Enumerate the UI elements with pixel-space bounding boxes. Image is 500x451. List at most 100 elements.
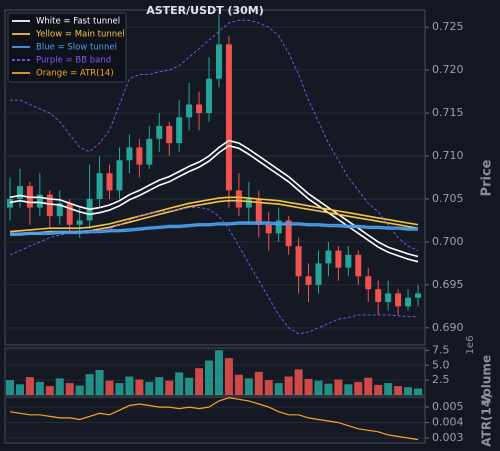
overlay-line: [9, 139, 419, 258]
volume-bar: [75, 385, 84, 395]
volume-bar: [45, 386, 54, 395]
y-tick-label: 2.5: [432, 373, 450, 386]
candle-body: [395, 293, 402, 307]
volume-bar: [334, 379, 343, 395]
y-tick-label: 0.004: [432, 416, 464, 429]
atr-axis-label: ATR(14): [480, 393, 494, 446]
candle-body: [285, 220, 292, 247]
volume-bar: [344, 384, 353, 395]
candle-body: [275, 220, 282, 234]
candle-body: [325, 250, 332, 264]
candle-body: [136, 147, 143, 165]
volume-bar: [214, 350, 223, 395]
volume-bar: [85, 374, 94, 395]
volume-bar: [374, 384, 383, 395]
candle-body: [156, 125, 163, 139]
candle-body: [186, 104, 193, 118]
volume-bar: [35, 381, 44, 395]
volume-bar: [394, 386, 403, 395]
volume-bar: [264, 380, 273, 395]
y-tick-label: 0.003: [432, 431, 464, 444]
volume-bar: [55, 378, 64, 395]
legend-label: Orange = ATR(14): [36, 69, 114, 79]
overlay-line: [10, 221, 418, 235]
volume-bar: [324, 383, 333, 395]
y-tick-label: 5.0: [432, 358, 450, 371]
candle-body: [385, 293, 392, 303]
volume-bar: [95, 370, 104, 395]
y-tick-label: 0.725: [432, 20, 464, 33]
candle-body: [106, 173, 113, 191]
y-tick-label: 0.005: [432, 400, 464, 413]
candle-body: [16, 186, 23, 199]
volume-bar: [25, 377, 34, 395]
volume-bar: [354, 381, 363, 395]
atr-line: [9, 397, 419, 441]
volume-bar: [155, 377, 164, 395]
volume-bar: [125, 376, 134, 395]
candle-body: [66, 203, 73, 225]
volume-bar: [15, 384, 24, 395]
y-axis-label: Price: [480, 159, 495, 196]
volume-bar: [284, 376, 293, 395]
candle-body: [7, 198, 13, 208]
y-tick-label: 0.715: [432, 106, 464, 119]
y-tick-label: 0.695: [432, 278, 464, 291]
volume-bar: [404, 387, 413, 395]
volume-bar: [115, 383, 124, 395]
candle-body: [265, 224, 272, 234]
volume-bar: [364, 377, 373, 395]
volume-bar: [105, 380, 114, 395]
y-tick-label: 0.700: [432, 235, 464, 248]
atr-panel: [4, 396, 426, 444]
candle-body: [196, 104, 203, 114]
y-tick-label: 0.690: [432, 321, 464, 334]
volume-bar: [234, 374, 243, 395]
volume-bar: [195, 368, 204, 395]
volume-offset-label: 1e6: [465, 336, 476, 355]
candle-body: [46, 194, 53, 217]
volume-bar: [304, 378, 313, 395]
candle-body: [335, 250, 342, 268]
volume-bar: [314, 380, 323, 395]
legend-label: Yellow = Main tunnel: [35, 30, 125, 40]
volume-bar: [224, 358, 233, 395]
candle-body: [295, 246, 302, 277]
candle-body: [126, 147, 133, 161]
volume-bar: [145, 381, 154, 395]
volume-bar: [414, 388, 422, 395]
volume-bar: [205, 360, 214, 395]
volume-bar: [185, 377, 194, 395]
y-tick-label: 7.5: [432, 343, 450, 356]
legend-label: Purple = BB band: [36, 56, 111, 66]
volume-bar: [254, 371, 263, 395]
candle-body: [176, 117, 183, 144]
candle-body: [245, 198, 252, 208]
y-tick-label: 0.710: [432, 149, 464, 162]
overlay-line: [9, 196, 419, 233]
volume-bar: [6, 380, 14, 395]
candle-body: [255, 198, 262, 225]
candle-body: [76, 220, 83, 225]
volume-bar: [135, 379, 144, 395]
y-tick-label: 0.705: [432, 192, 464, 205]
candle-body: [415, 293, 421, 298]
candle-body: [215, 44, 222, 79]
volume-axis-label: Volume: [480, 355, 494, 405]
volume-bar: [165, 380, 174, 395]
overlay-line: [9, 207, 418, 335]
candle-body: [146, 138, 153, 165]
candle-body: [225, 44, 232, 191]
overlay-line: [10, 19, 419, 251]
candle-body: [405, 297, 412, 307]
candle-body: [375, 289, 382, 303]
legend-label: White = Fast tunnel: [36, 17, 120, 27]
candle-body: [56, 203, 63, 217]
candle-body: [305, 276, 312, 285]
candle-body: [345, 254, 352, 268]
legend-box: [7, 12, 127, 83]
candle-body: [315, 263, 322, 285]
candle-body: [365, 276, 372, 290]
candle-body: [116, 160, 123, 191]
